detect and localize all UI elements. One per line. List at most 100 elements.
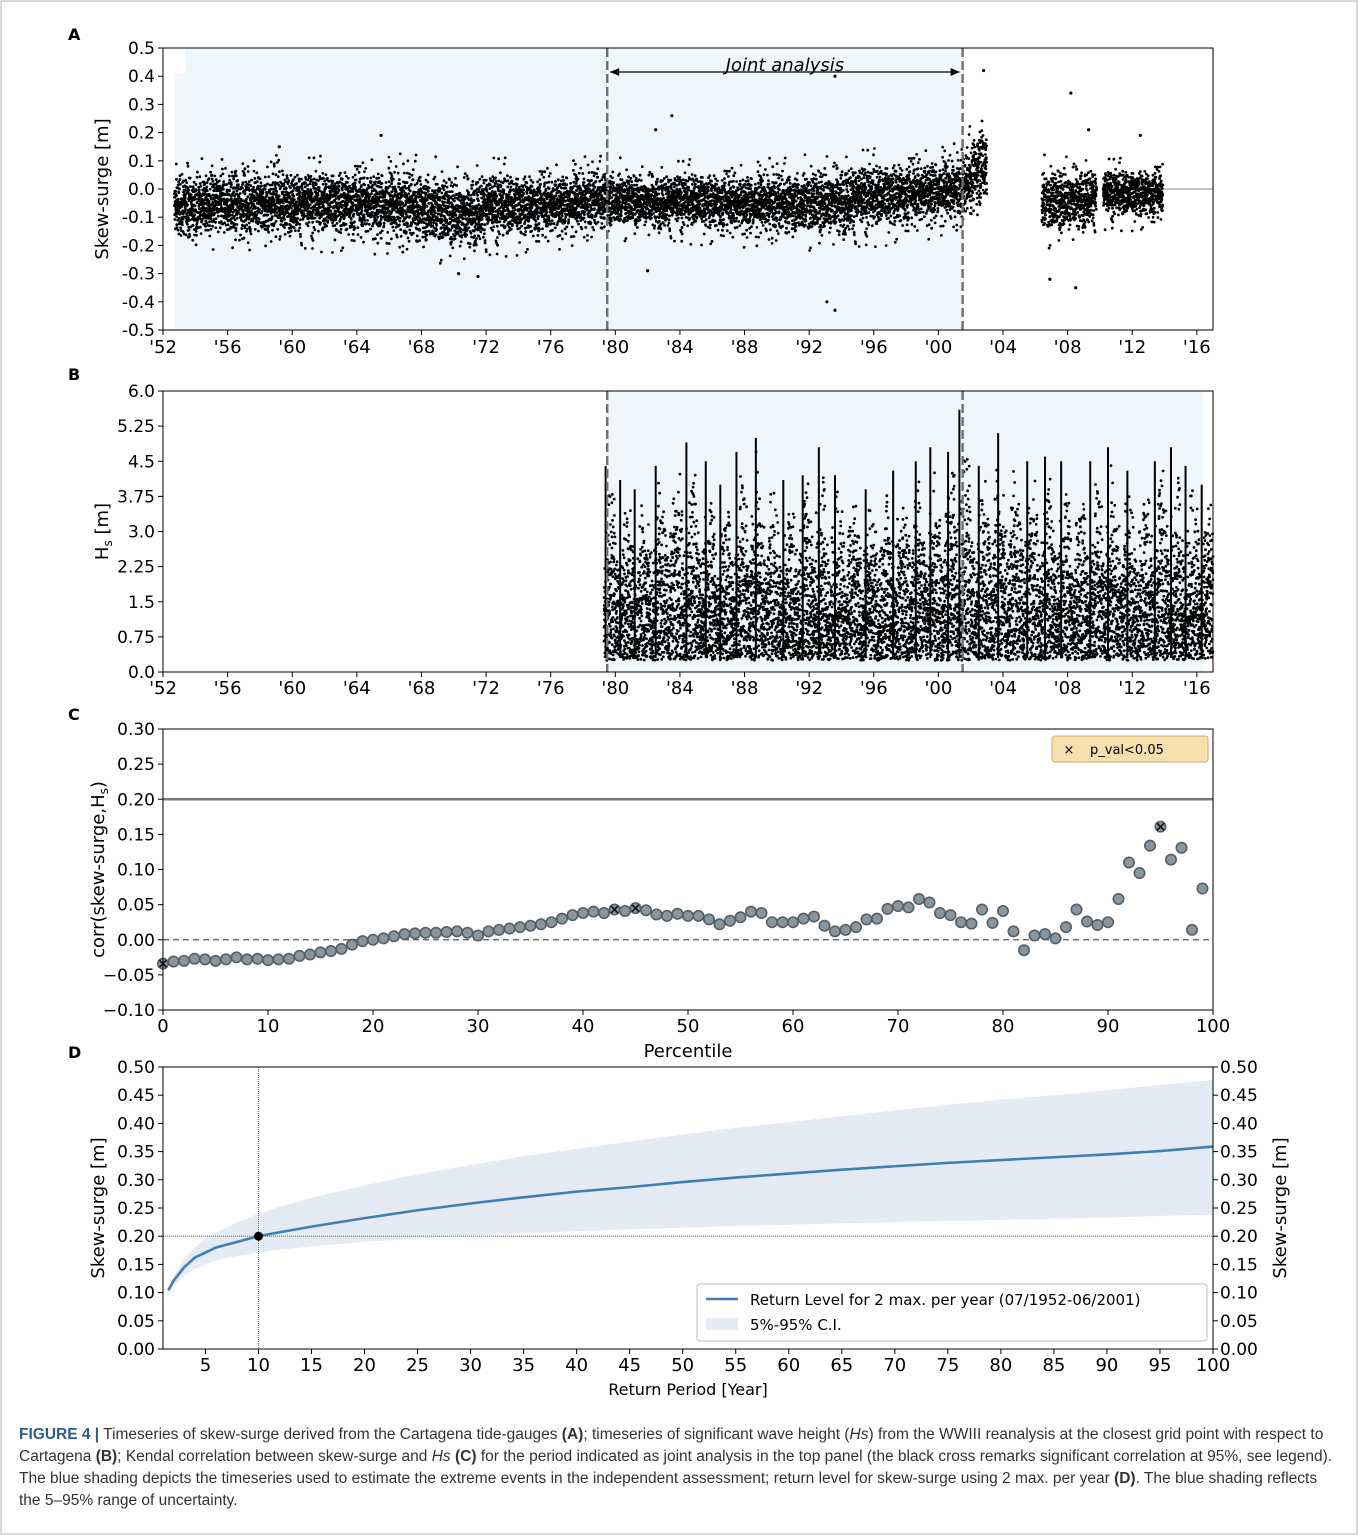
panel-d-ytick-label: 0.05 bbox=[117, 1312, 155, 1332]
panel-d-xtick-label: 60 bbox=[777, 1355, 800, 1376]
caption-text-4: ; Kendal correlation between skew-surge … bbox=[117, 1448, 432, 1465]
panel-c-corr-point bbox=[881, 902, 894, 915]
panel-c-corr-point bbox=[345, 938, 358, 951]
panel-c-ytick-label: 0.05 bbox=[117, 896, 155, 916]
caption-hs-2: Hs bbox=[431, 1448, 451, 1465]
panel-c-corr-point bbox=[650, 908, 663, 921]
panel-c-corr-point bbox=[272, 953, 285, 966]
panel-d-ytick-label: 0.45 bbox=[117, 1086, 155, 1106]
caption-text-1: Timeseries of skew-surge derived from th… bbox=[103, 1426, 562, 1443]
panel-c-xtick-label: 70 bbox=[887, 1016, 910, 1037]
panel-a-extreme-point bbox=[1087, 128, 1091, 132]
panel-d-ytick-label: 0.50 bbox=[117, 1058, 155, 1078]
panel-d-ytick-label: 0.15 bbox=[117, 1255, 155, 1275]
panel-d-ytick-right-label: 0.40 bbox=[1220, 1114, 1258, 1134]
panel-b-xtick-label: '76 bbox=[537, 678, 565, 699]
panel-d-xtick-label: 55 bbox=[724, 1355, 747, 1376]
panel-c-corr-point bbox=[702, 913, 715, 926]
panel-c-corr-point bbox=[1165, 853, 1178, 866]
panel-a-extreme-point bbox=[1069, 91, 1073, 95]
panel-b-hs-points bbox=[602, 450, 1215, 662]
panel-d-ylabel-right: Skew-surge [m] bbox=[1270, 1137, 1291, 1278]
panel-a-extreme-point bbox=[476, 274, 480, 279]
caption-text-5: for the period indicated as joint analys… bbox=[19, 1448, 1333, 1487]
panel-c-corr-point bbox=[734, 911, 747, 924]
panel-c-corr-point bbox=[692, 909, 705, 922]
caption-head: FIGURE 4 | bbox=[19, 1426, 100, 1443]
panel-a-xtick-label: '12 bbox=[1118, 337, 1146, 358]
caption-ref-a: (A) bbox=[561, 1426, 584, 1443]
caption-ref-d: (D) bbox=[1114, 1470, 1136, 1487]
panel-d-legend-box bbox=[696, 1283, 1208, 1342]
panel-a-ytick-label: 0.0 bbox=[128, 180, 155, 200]
panel-a-extreme-point bbox=[1074, 286, 1078, 290]
panel-a-ytick-label: 0.1 bbox=[128, 152, 155, 172]
panel-c-xtick-label: 40 bbox=[572, 1016, 595, 1037]
panel-d-ytick-label: 0.00 bbox=[117, 1340, 155, 1360]
panel-d-legend-ci-swatch bbox=[706, 1318, 738, 1330]
panel-d-xtick-label: 30 bbox=[459, 1355, 482, 1376]
panel-c-corr-point bbox=[1017, 944, 1030, 957]
panel-d-letter: D bbox=[68, 1043, 81, 1062]
panel-a-xtick-label: '92 bbox=[795, 337, 823, 358]
panel-c-ytick-label: −0.05 bbox=[103, 966, 155, 986]
panel-c-corr-point bbox=[366, 933, 379, 946]
panel-c-corr-point bbox=[755, 907, 768, 920]
panel-c-corr-point bbox=[681, 909, 694, 922]
panel-d-xtick-label: 70 bbox=[883, 1355, 906, 1376]
panel-a-skew-surge-points bbox=[172, 119, 1165, 265]
panel-c-corr-point bbox=[387, 930, 400, 943]
panel-c-corr-point bbox=[839, 923, 852, 936]
panel-c-corr-point bbox=[965, 917, 978, 930]
caption-hs-1: Hs bbox=[849, 1426, 869, 1443]
panel-d-confidence-band bbox=[168, 1079, 1214, 1294]
panel-d-ytick-right-label: 0.25 bbox=[1220, 1199, 1258, 1219]
panel-c-corr-point bbox=[261, 954, 274, 967]
panel-c-xtick-label: 60 bbox=[782, 1016, 805, 1037]
panel-a-ytick-label: -0.4 bbox=[122, 293, 155, 313]
panel-c-corr-point bbox=[377, 932, 390, 945]
panel-b-xtick-label: '08 bbox=[1054, 678, 1082, 699]
panel-d-xtick-label: 50 bbox=[671, 1355, 694, 1376]
panel-c-corr-point bbox=[1007, 925, 1020, 938]
panel-c-corr-point bbox=[618, 904, 631, 917]
panel-c-corr-point bbox=[891, 900, 904, 913]
panel-d-ytick-label: 0.25 bbox=[117, 1199, 155, 1219]
panel-c-corr-point bbox=[188, 952, 201, 965]
panel-d-legend-line-label: Return Level for 2 max. per year (07/195… bbox=[750, 1291, 1141, 1309]
panel-d-ytick-right-label: 0.50 bbox=[1220, 1058, 1258, 1078]
panel-c-corr-point bbox=[471, 929, 484, 942]
panel-c-xlabel: Percentile bbox=[644, 1041, 733, 1062]
panel-c-xtick-label: 30 bbox=[467, 1016, 490, 1037]
panel-c-ytick-label: 0.20 bbox=[117, 790, 155, 810]
panel-c-ytick-label: −0.10 bbox=[103, 1001, 155, 1021]
panel-a-xtick-label: '80 bbox=[601, 337, 629, 358]
panel-a-xtick-label: '68 bbox=[408, 337, 436, 358]
panel-c-corr-point bbox=[534, 918, 547, 931]
panel-c-corr-point bbox=[996, 904, 1009, 917]
panel-c-corr-point bbox=[1039, 928, 1052, 941]
panel-c-corr-point bbox=[1070, 903, 1083, 916]
panel-c-corr-point bbox=[408, 927, 421, 940]
panel-b-xtick-label: '68 bbox=[408, 678, 436, 699]
panel-c-corr-point bbox=[828, 925, 841, 938]
panel-c-corr-point bbox=[1144, 839, 1157, 852]
panel-a-extreme-point bbox=[1048, 277, 1052, 281]
panel-d-legend-ci-label: 5%-95% C.I. bbox=[750, 1316, 842, 1334]
panel-a-ytick-label: 0.4 bbox=[128, 67, 155, 87]
panel-c-corr-point bbox=[524, 919, 537, 932]
panel-b-plot-area: 6.0 5.25 4.5 3.75 3.0 2.25 1.5 0.75 0.0'52 '56 '60… bbox=[92, 382, 1215, 699]
panel-c-corr-point bbox=[1081, 915, 1094, 928]
panel-c-corr-point bbox=[566, 909, 579, 922]
panel-d-xtick-label: 20 bbox=[353, 1355, 376, 1376]
panel-a-xtick-label: '04 bbox=[989, 337, 1017, 358]
panel-a-extreme-point bbox=[457, 272, 461, 276]
panel-c-significant-cross bbox=[631, 904, 640, 913]
panel-c-xtick-label: 50 bbox=[677, 1016, 700, 1037]
panel-c-corr-point bbox=[597, 907, 610, 920]
panel-c-corr-point bbox=[1028, 929, 1041, 942]
panel-c-corr-point bbox=[1175, 841, 1188, 854]
panel-c: C × p_val<0.05 0.30 0.25 0.20 0.15 0.10 0.05 0.0… bbox=[68, 705, 1230, 1062]
panel-d-ytick-label: 0.20 bbox=[117, 1227, 155, 1247]
panel-d: D Return Level for 2 max. per year (07/1… bbox=[68, 1043, 1291, 1399]
